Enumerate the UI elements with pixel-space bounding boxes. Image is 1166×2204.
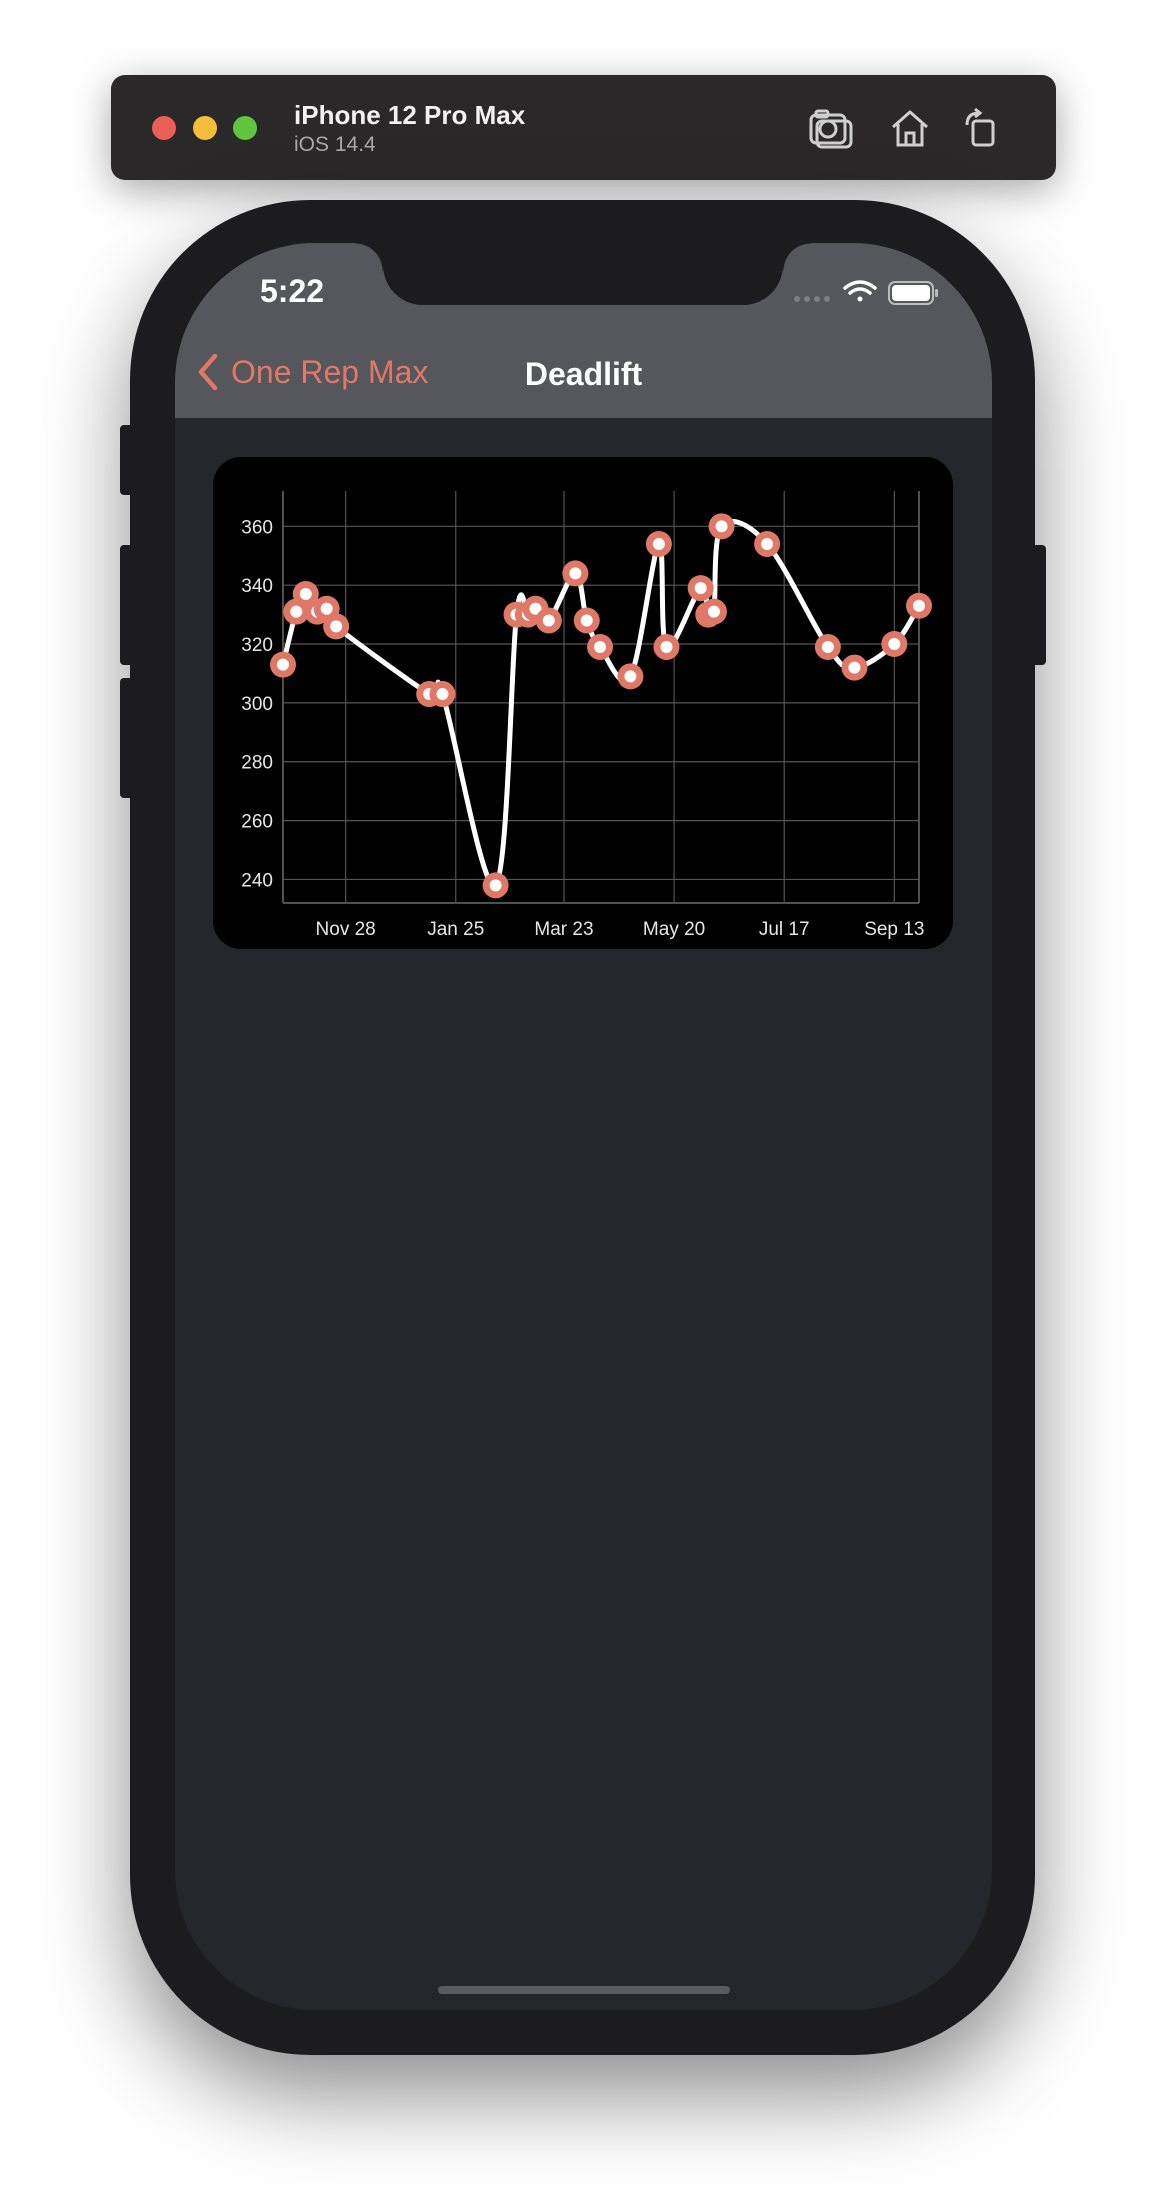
data-point — [881, 631, 908, 658]
data-point — [754, 530, 781, 557]
data-point — [587, 633, 614, 660]
data-point — [700, 598, 727, 625]
home-icon — [892, 110, 928, 147]
y-tick-label: 300 — [241, 694, 273, 715]
series-line — [280, 518, 922, 889]
back-button[interactable]: One Rep Max — [195, 352, 428, 392]
chevron-left-icon — [198, 353, 218, 391]
data-point — [906, 592, 932, 619]
data-point — [562, 560, 589, 587]
data-point — [482, 872, 509, 899]
mute-switch[interactable] — [120, 425, 134, 495]
phone-screen: One Rep Max Deadlift 5:22 240 260 280 300 32… — [175, 243, 992, 2010]
data-point — [645, 530, 672, 557]
chart-card: 240 260 280 300 320 340 360 Nov 28 Jan 25 Mar 23… — [213, 457, 953, 949]
back-button-label: One Rep Max — [231, 353, 429, 390]
x-tick-label: Mar 23 — [534, 919, 593, 940]
data-point — [841, 654, 868, 681]
wifi-icon — [843, 280, 877, 302]
data-point — [429, 681, 456, 708]
deadlift-chart: 240 260 280 300 320 340 360 Nov 28 Jan 25 Mar 23… — [241, 491, 932, 940]
y-tick-label: 340 — [241, 576, 273, 597]
data-point — [617, 663, 644, 690]
data-point — [814, 633, 841, 660]
close-window-button[interactable] — [152, 116, 176, 140]
x-tick-label: Sep 13 — [864, 919, 924, 940]
minimize-window-button[interactable] — [193, 116, 217, 140]
volume-down-button[interactable] — [120, 678, 134, 798]
screenshot-button[interactable] — [807, 105, 853, 151]
x-tick-label: Jul 17 — [759, 919, 810, 940]
page-title: Deadlift — [524, 356, 643, 392]
data-point — [573, 607, 600, 634]
battery-icon — [888, 281, 938, 305]
y-tick-label: 360 — [241, 517, 273, 538]
notch — [355, 243, 811, 305]
device-name: iPhone 12 Pro Max — [294, 100, 526, 130]
x-tick-label: May 20 — [643, 919, 705, 940]
rotate-button[interactable] — [959, 105, 1005, 151]
home-button[interactable] — [887, 105, 933, 151]
data-point — [653, 633, 680, 660]
y-tick-label: 260 — [241, 812, 273, 833]
data-point — [708, 513, 735, 540]
data-point — [323, 613, 350, 640]
simulator-toolbar: iPhone 12 Pro Max iOS 14.4 — [111, 75, 1056, 180]
status-icons — [794, 280, 938, 305]
status-time: 5:22 — [260, 273, 325, 309]
y-tick-label: 320 — [241, 635, 273, 656]
x-tick-label: Nov 28 — [316, 919, 376, 940]
x-tick-label: Jan 25 — [427, 919, 484, 940]
rotate-icon — [965, 107, 995, 147]
home-indicator[interactable] — [438, 1986, 730, 1994]
screenshot-icon — [809, 109, 853, 149]
y-tick-label: 240 — [241, 870, 273, 891]
data-point — [687, 575, 714, 602]
signal-icon — [794, 296, 830, 302]
navigation-bar: One Rep Max Deadlift — [175, 243, 992, 418]
y-tick-label: 280 — [241, 753, 273, 774]
zoom-window-button[interactable] — [233, 116, 257, 140]
data-point — [535, 607, 562, 634]
volume-up-button[interactable] — [120, 545, 134, 665]
power-button[interactable] — [1032, 545, 1046, 665]
os-version: iOS 14.4 — [294, 133, 376, 156]
data-point — [270, 651, 296, 678]
